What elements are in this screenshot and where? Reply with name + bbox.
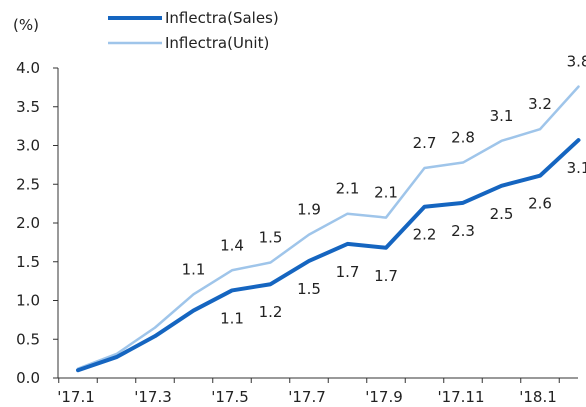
data-label-sales: 1.1 bbox=[220, 309, 244, 327]
data-label-sales: 1.7 bbox=[336, 263, 360, 281]
data-label-sales: 1.2 bbox=[259, 303, 283, 321]
data-label-unit: 3.2 bbox=[528, 95, 552, 113]
series-group bbox=[76, 85, 581, 373]
x-tick-label: '17.1 bbox=[57, 388, 95, 406]
y-axis-unit-label: (%) bbox=[13, 16, 39, 34]
y-tick-label: 4.0 bbox=[16, 59, 40, 77]
y-tick-label: 1.5 bbox=[16, 253, 40, 271]
data-label-unit: 2.1 bbox=[336, 180, 360, 198]
y-tick-label: 2.5 bbox=[16, 175, 40, 193]
data-label-unit: 1.1 bbox=[182, 260, 206, 278]
y-tick-label: 0.5 bbox=[16, 330, 40, 348]
x-tick-label: '18.1 bbox=[519, 388, 557, 406]
legend: Inflectra(Sales) Inflectra(Unit) bbox=[108, 9, 279, 52]
data-label-unit: 2.1 bbox=[374, 184, 398, 202]
data-label-sales: 2.6 bbox=[528, 195, 552, 213]
data-label-unit: 3.1 bbox=[490, 107, 514, 125]
data-label-unit: 1.4 bbox=[220, 236, 244, 254]
y-tick-label: 2.0 bbox=[16, 214, 40, 232]
data-label-unit: 2.8 bbox=[451, 129, 475, 147]
data-label-unit: 1.5 bbox=[259, 229, 283, 247]
series-line-sales bbox=[76, 138, 581, 373]
x-axis-ticks: '17.1 '17.3 '17.5 '17.7 '17.9 '17.11 '18.1 bbox=[57, 378, 560, 406]
y-tick-label: 3.0 bbox=[16, 137, 40, 155]
data-label-unit: 2.7 bbox=[413, 134, 437, 152]
x-tick-label: '17.9 bbox=[365, 388, 403, 406]
data-label-sales: 2.2 bbox=[413, 226, 437, 244]
data-label-unit: 1.9 bbox=[297, 201, 321, 219]
legend-label-sales: Inflectra(Sales) bbox=[165, 9, 279, 27]
data-labels: 1.1 1.2 1.5 1.7 1.7 2.2 2.3 2.5 2.6 3.1 1.1 1.4 1.5 1… bbox=[182, 53, 586, 328]
data-label-sales: 3.1 bbox=[567, 159, 586, 177]
data-label-sales: 2.5 bbox=[490, 205, 514, 223]
x-tick-label: '17.11 bbox=[437, 388, 484, 406]
data-label-unit: 3.8 bbox=[567, 53, 586, 71]
data-label-sales: 1.5 bbox=[297, 280, 321, 298]
y-tick-label: 1.0 bbox=[16, 292, 40, 310]
data-label-sales: 1.7 bbox=[374, 267, 398, 285]
y-tick-label: 3.5 bbox=[16, 98, 40, 116]
data-label-sales: 2.3 bbox=[451, 222, 475, 240]
x-tick-label: '17.3 bbox=[134, 388, 172, 406]
y-axis-ticks: 0.0 0.5 1.0 1.5 2.0 2.5 3.0 3.5 4.0 bbox=[16, 59, 58, 387]
y-tick-label: 0.0 bbox=[16, 369, 40, 387]
series-line-unit bbox=[76, 85, 580, 370]
legend-label-unit: Inflectra(Unit) bbox=[165, 34, 269, 52]
x-tick-label: '17.5 bbox=[211, 388, 249, 406]
x-tick-label: '17.7 bbox=[288, 388, 326, 406]
